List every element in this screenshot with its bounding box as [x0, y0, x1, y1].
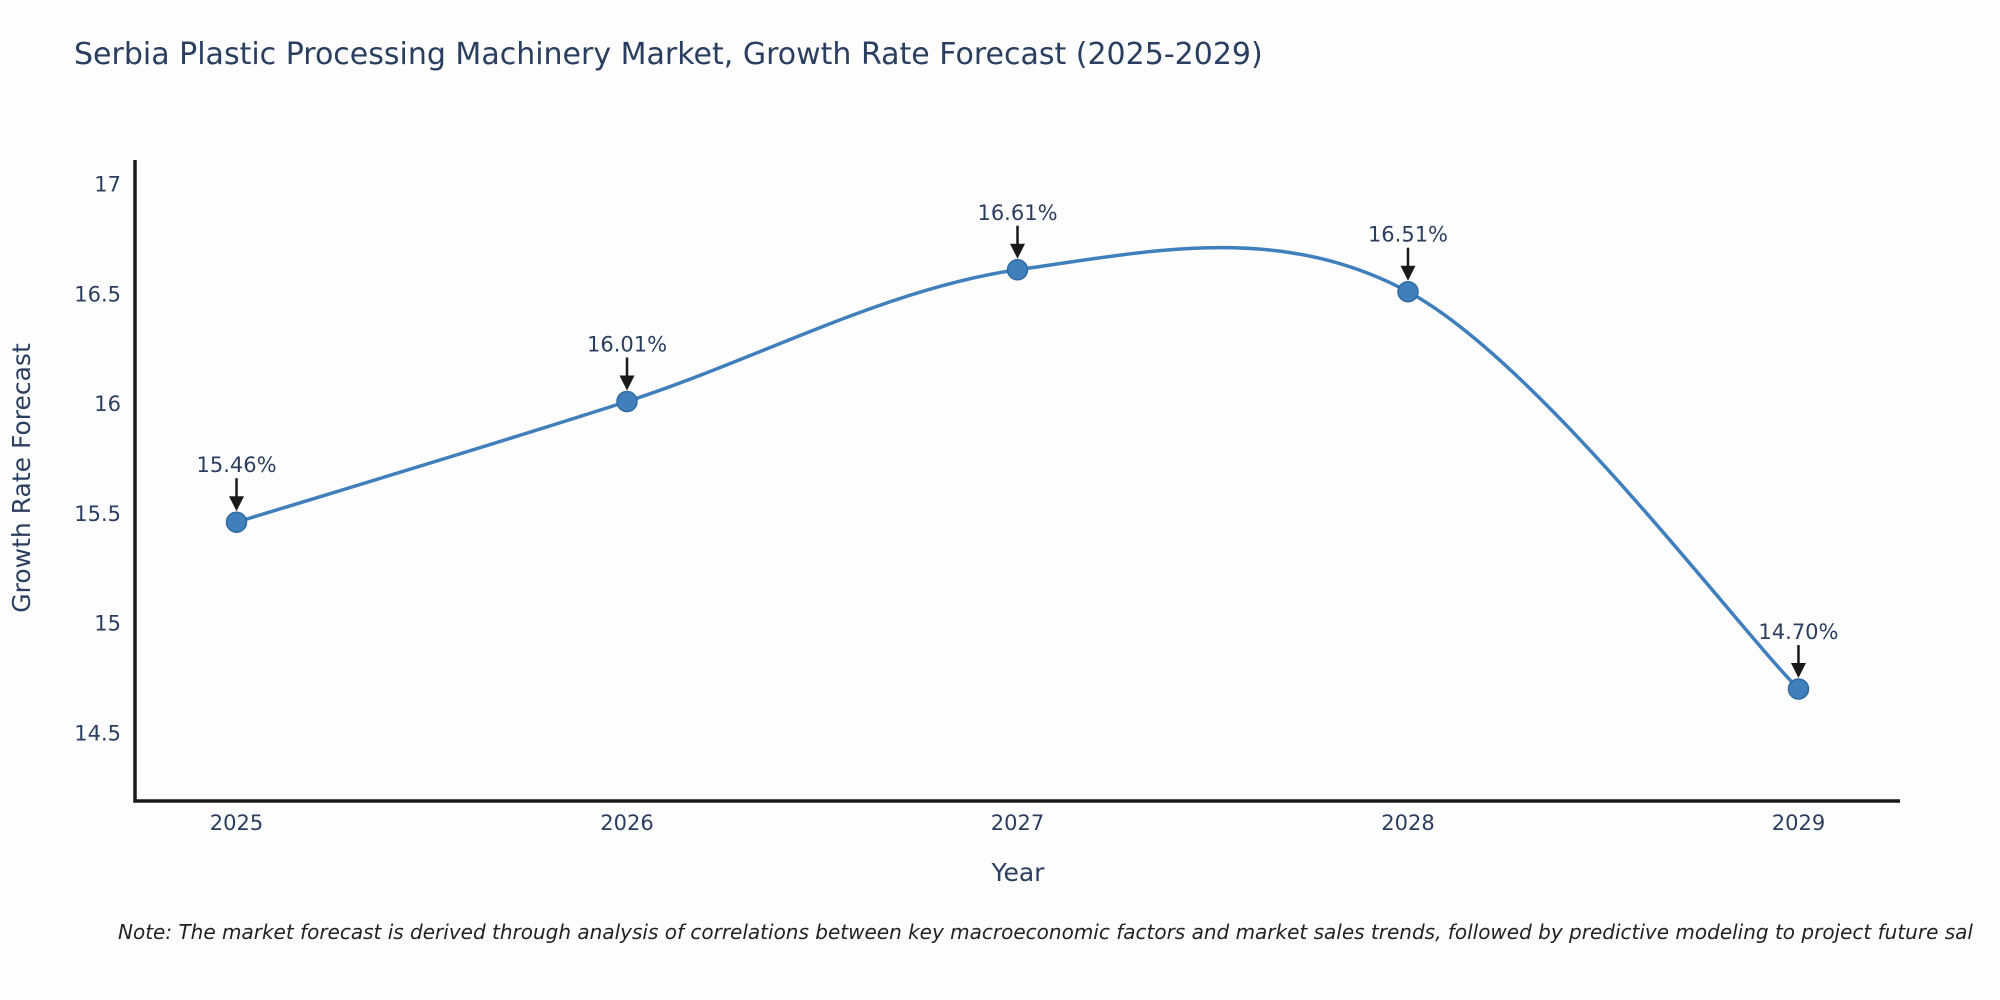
x-axis-title: Year — [991, 858, 1046, 887]
y-tick-label: 15.5 — [74, 502, 121, 526]
point-annotation: 16.51% — [1368, 223, 1448, 247]
point-annotation: 14.70% — [1758, 620, 1838, 644]
annotation-arrow-head — [619, 375, 635, 391]
annotation-arrow-head — [229, 496, 245, 512]
x-tick-label: 2025 — [210, 811, 263, 835]
point-annotation: 16.61% — [977, 201, 1057, 225]
y-axis-title: Growth Rate Forecast — [7, 343, 36, 613]
x-tick-label: 2028 — [1381, 811, 1434, 835]
axes — [133, 160, 1900, 803]
series-layer — [225, 245, 1810, 700]
y-tick-label: 14.5 — [74, 721, 121, 745]
point-annotation: 15.46% — [196, 453, 276, 477]
data-point-marker — [225, 511, 248, 533]
point-annotation: 16.01% — [587, 332, 667, 356]
data-point-marker — [1787, 678, 1810, 700]
tick-labels: 14.5 15 15.5 16 16.5 17 2025 2026 2027 2028 2029 — [74, 173, 1825, 835]
x-tick-label: 2026 — [600, 811, 653, 835]
axis-spines — [133, 160, 1900, 803]
footnote: Note: The market forecast is derived thr… — [118, 920, 1973, 944]
annotation-arrow-head — [1400, 265, 1416, 281]
annotation-arrow-head — [1790, 663, 1806, 679]
y-tick-label: 17 — [94, 173, 121, 197]
y-tick-label: 16.5 — [74, 282, 121, 306]
data-point-marker — [1397, 280, 1419, 303]
annotation-arrow-head — [1010, 243, 1025, 259]
x-tick-label: 2027 — [991, 811, 1044, 835]
data-point-marker — [1006, 259, 1029, 281]
data-point-marker — [616, 390, 638, 413]
annotation-layer: 15.46% 16.01% 16.61% 16.51% 14.70% — [196, 201, 1839, 679]
chart-title: Serbia Plastic Processing Machinery Mark… — [74, 37, 1263, 72]
forecast-line — [234, 245, 1801, 691]
y-tick-label: 15 — [94, 612, 121, 636]
x-tick-label: 2029 — [1772, 811, 1825, 835]
y-tick-label: 16 — [94, 392, 121, 416]
